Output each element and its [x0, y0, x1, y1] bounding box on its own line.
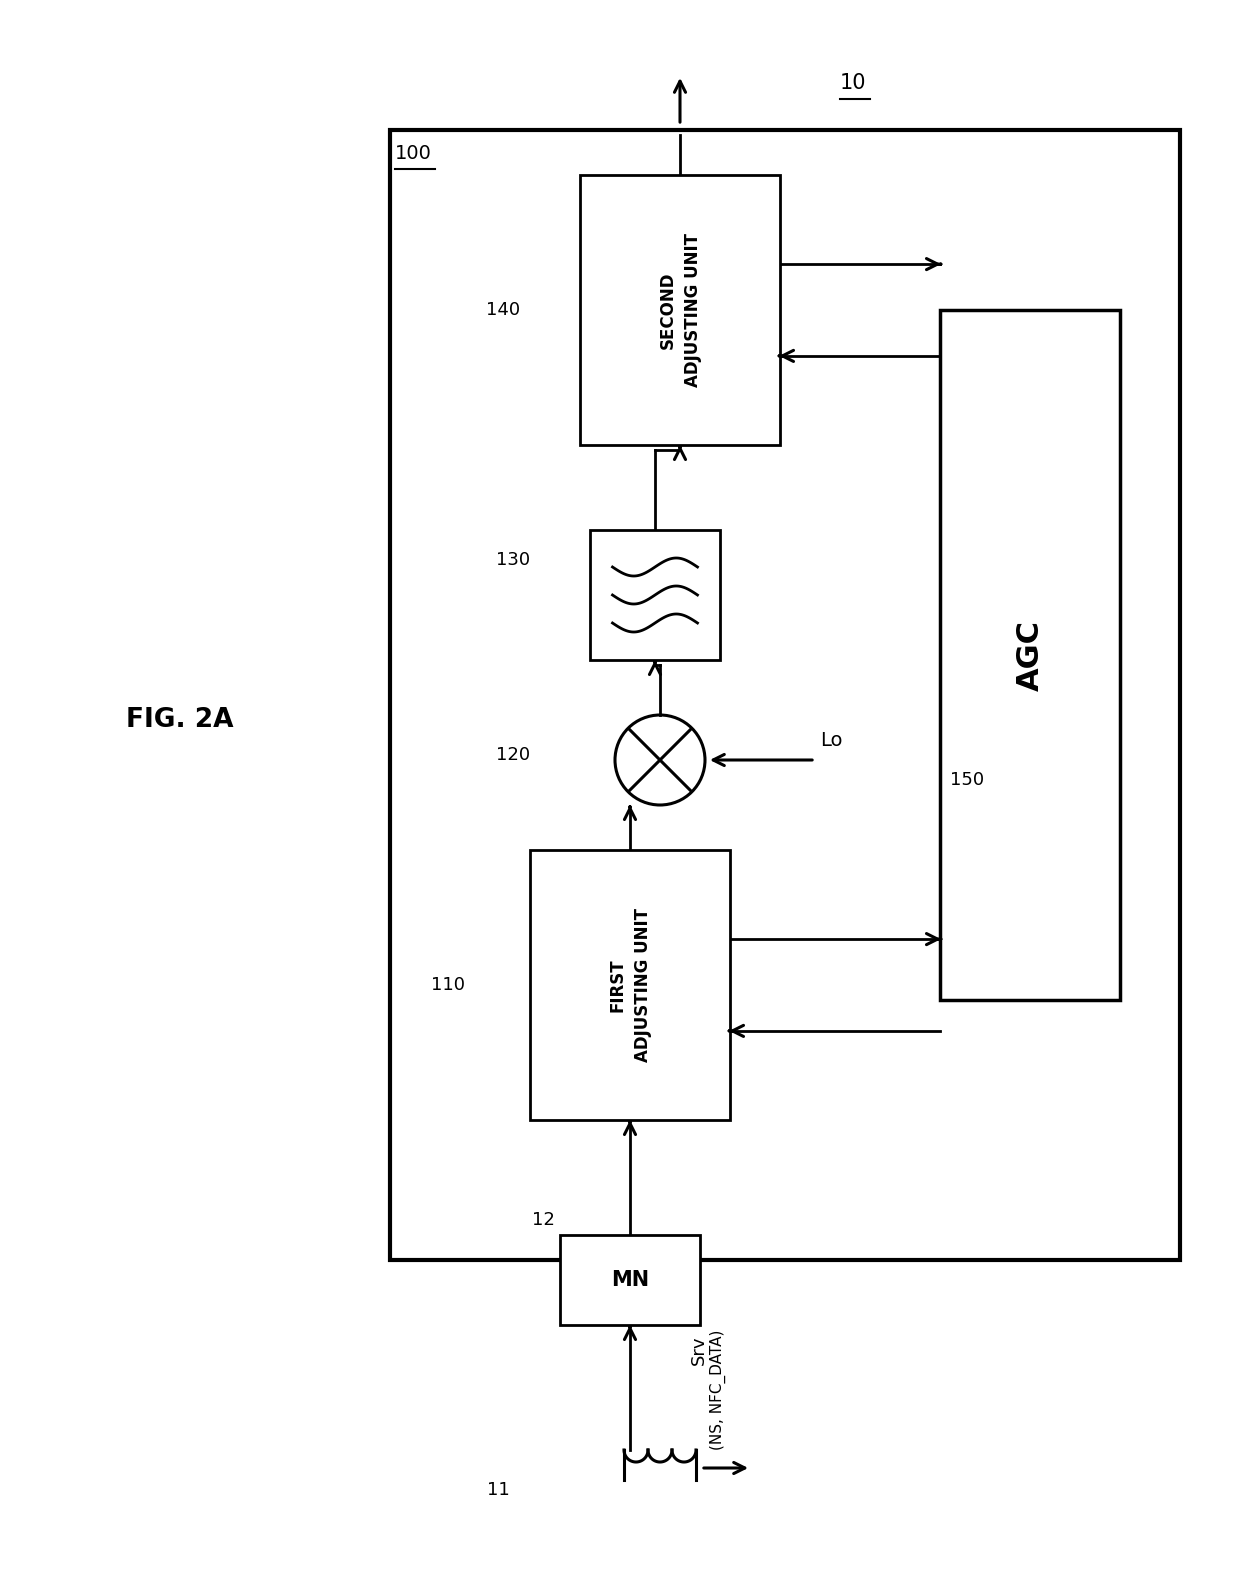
- Text: 11: 11: [487, 1482, 510, 1499]
- Text: FIRST
ADJUSTING UNIT: FIRST ADJUSTING UNIT: [609, 909, 651, 1062]
- Bar: [560, 1235, 701, 1325]
- Text: AGC: AGC: [1016, 619, 1044, 690]
- Text: 12: 12: [532, 1211, 556, 1228]
- Text: Lo: Lo: [820, 731, 842, 750]
- Bar: [590, 530, 720, 660]
- Text: 110: 110: [432, 977, 465, 994]
- Text: 140: 140: [486, 301, 520, 320]
- Bar: [580, 176, 780, 445]
- Bar: [940, 310, 1120, 1000]
- Text: 150: 150: [950, 771, 985, 788]
- Text: (NS, NFC_DATA): (NS, NFC_DATA): [711, 1330, 727, 1450]
- Text: 120: 120: [496, 746, 529, 765]
- Text: SECOND
ADJUSTING UNIT: SECOND ADJUSTING UNIT: [658, 233, 702, 386]
- Bar: [391, 130, 1180, 1260]
- Text: 100: 100: [396, 144, 432, 163]
- Text: 130: 130: [496, 551, 529, 568]
- Text: 10: 10: [839, 73, 867, 93]
- Text: Srv: Srv: [689, 1334, 708, 1365]
- Text: FIG. 2A: FIG. 2A: [126, 708, 234, 733]
- Text: MN: MN: [611, 1270, 649, 1290]
- Bar: [529, 850, 730, 1121]
